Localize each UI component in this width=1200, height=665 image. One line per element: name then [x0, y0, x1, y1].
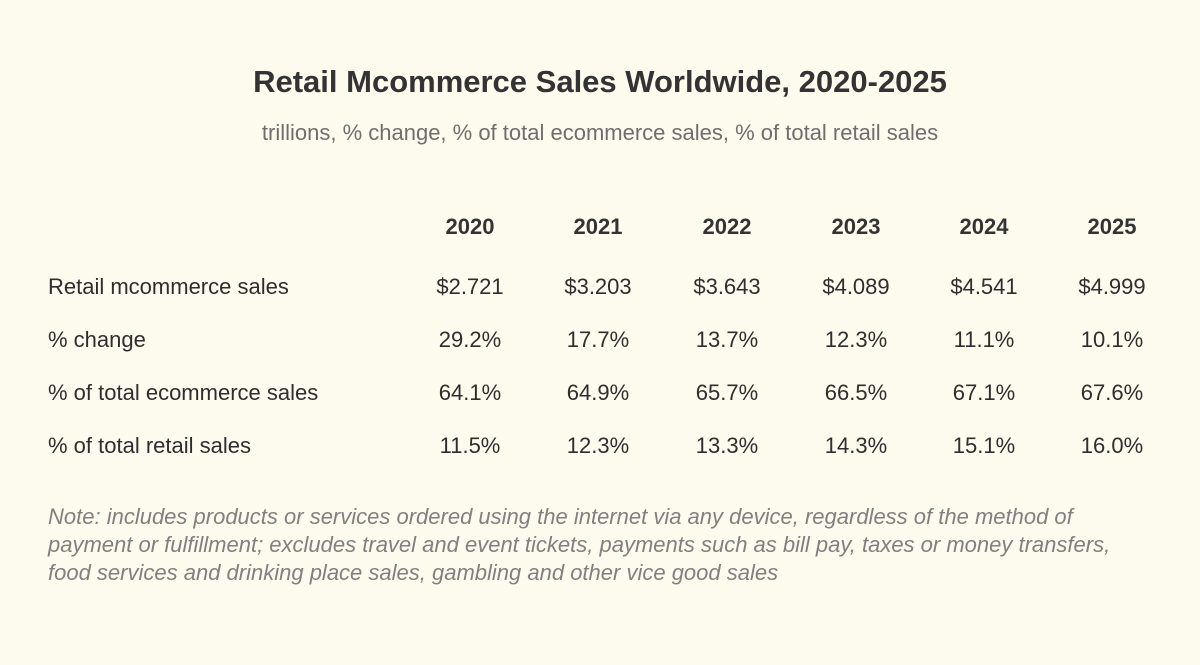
- table-row-mcommerce-sales: Retail mcommerce sales $2.721 $3.203 $3.…: [48, 260, 1178, 313]
- table-cell: 14.3%: [824, 433, 888, 458]
- table-cell: $3.203: [564, 274, 632, 299]
- data-table: 2020 2021 2022 2023 2024 2025 Retail mco…: [48, 200, 1178, 472]
- table-cell: 11.1%: [953, 327, 1015, 352]
- table-cell: $4.089: [822, 274, 890, 299]
- row-label: % of total retail sales: [48, 433, 251, 458]
- table-cell: $2.721: [436, 274, 504, 299]
- table-cell: $4.541: [950, 274, 1018, 299]
- column-header-2025: 2025: [1087, 214, 1137, 239]
- column-header-2024: 2024: [959, 214, 1009, 239]
- table-cell: 66.5%: [824, 380, 888, 405]
- table-row-percent-ecommerce: % of total ecommerce sales 64.1% 64.9% 6…: [48, 366, 1178, 419]
- table-cell: 11.5%: [439, 433, 501, 458]
- table-cell: $4.999: [1078, 274, 1146, 299]
- chart-subtitle: trillions, % change, % of total ecommerc…: [261, 120, 939, 145]
- table-cell: 10.1%: [1080, 327, 1144, 352]
- table-cell: 12.3%: [566, 433, 630, 458]
- table-cell: 12.3%: [824, 327, 888, 352]
- table-cell: 13.3%: [695, 433, 759, 458]
- table-cell: 64.1%: [438, 380, 502, 405]
- table-cell: 67.1%: [952, 380, 1016, 405]
- column-header-2023: 2023: [831, 214, 881, 239]
- column-header-2021: 2021: [573, 214, 623, 239]
- column-header-2022: 2022: [702, 214, 752, 239]
- table-cell: 17.7%: [566, 327, 630, 352]
- row-label: % of total ecommerce sales: [48, 380, 319, 405]
- table-row-percent-retail: % of total retail sales 11.5% 12.3% 13.3…: [48, 419, 1178, 472]
- table-cell: 64.9%: [566, 380, 630, 405]
- table-cell: 16.0%: [1080, 433, 1144, 458]
- table-cell: 29.2%: [438, 327, 502, 352]
- footnote: Note: includes products or services orde…: [48, 504, 1111, 585]
- row-label: % change: [48, 327, 146, 352]
- table-row-percent-change: % change 29.2% 17.7% 13.7% 12.3% 11.1% 1…: [48, 313, 1178, 366]
- column-header-2020: 2020: [445, 214, 495, 239]
- table-cell: $3.643: [693, 274, 761, 299]
- table-cell: 65.7%: [695, 380, 759, 405]
- row-label: Retail mcommerce sales: [48, 274, 289, 299]
- table-cell: 15.1%: [952, 433, 1016, 458]
- table-cell: 67.6%: [1080, 380, 1144, 405]
- header-row: 2020 2021 2022 2023 2024 2025: [48, 200, 1178, 260]
- table-cell: 13.7%: [695, 327, 759, 352]
- chart-title: Retail Mcommerce Sales Worldwide, 2020-2…: [253, 64, 947, 99]
